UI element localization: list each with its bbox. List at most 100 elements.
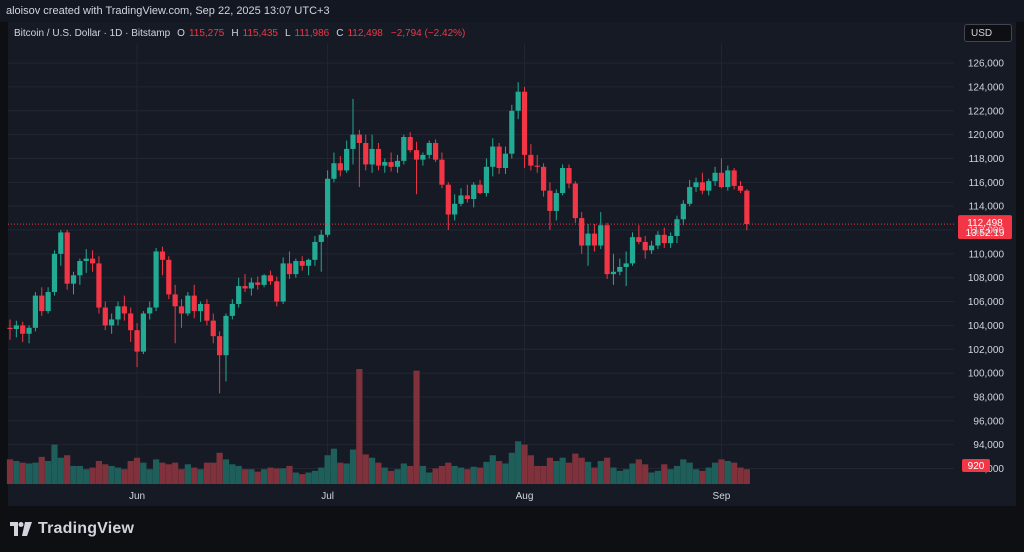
candle-body [490, 146, 496, 167]
candle-body [725, 170, 731, 188]
candle-body [680, 203, 686, 220]
volume-bar [692, 469, 700, 484]
close-label: C [336, 28, 344, 39]
volume-bar [578, 457, 585, 484]
volume-bar [89, 467, 96, 484]
volume-bar [197, 469, 204, 484]
candle-body [585, 233, 591, 246]
candle-body [13, 325, 19, 329]
candle-body [128, 313, 134, 331]
price-candles [7, 82, 750, 394]
volume-bar [368, 457, 376, 484]
x-tick-label: Jul [321, 491, 334, 502]
volume-bar [521, 444, 528, 484]
volume-bar [464, 469, 471, 484]
volume-bar [591, 467, 598, 484]
y-tick-label: 114,000 [969, 202, 1005, 213]
candle-body [350, 134, 356, 149]
volume-bar [527, 455, 534, 484]
candle-body [325, 178, 331, 235]
volume-bar [25, 463, 33, 484]
volume-bar [216, 452, 223, 484]
volume-bar [241, 469, 249, 484]
y-tick-label: 106,000 [968, 297, 1005, 308]
y-tick-label: 108,000 [968, 273, 1005, 284]
volume-bar [432, 468, 439, 484]
x-tick-label: Aug [516, 491, 534, 502]
chart-area[interactable] [8, 22, 1016, 507]
candle-body [629, 237, 636, 264]
volume-bar [711, 462, 719, 484]
volume-bar [152, 459, 160, 484]
volume-bar [705, 467, 712, 484]
candle-body [413, 150, 420, 160]
candle-body [39, 295, 45, 312]
candle-body [471, 184, 477, 200]
volume-bar [102, 464, 109, 484]
candle-body [217, 336, 223, 356]
volume-bar [635, 459, 642, 484]
volume-bar [724, 461, 731, 484]
candle-body [58, 232, 64, 254]
volume-bar [451, 465, 458, 484]
volume-bar [337, 462, 344, 484]
volume-bar [51, 444, 58, 484]
volume-bar [159, 462, 166, 484]
volume-bar [318, 467, 325, 484]
candle-body [445, 184, 451, 215]
candle-body [553, 193, 559, 211]
candle-body [375, 148, 382, 166]
volume-bar [426, 472, 433, 484]
volume-bar [108, 465, 115, 484]
candle-body [598, 225, 604, 246]
volume-bar [508, 452, 515, 484]
tradingview-logo[interactable]: TradingView [10, 520, 134, 538]
y-tick-label: 104,000 [968, 321, 1005, 332]
candle-body [382, 162, 388, 166]
candle-body [299, 261, 305, 266]
volume-bar [362, 454, 369, 484]
y-tick-label: 112,000 [969, 226, 1005, 237]
volume-bar [273, 468, 280, 484]
volume-bar [19, 462, 26, 484]
volume-bar [597, 461, 604, 484]
candle-body [528, 154, 534, 166]
candle-body [407, 137, 413, 151]
volume-bar [210, 462, 217, 484]
volume-bar [343, 463, 350, 484]
candle-body [286, 263, 293, 275]
candle-body [7, 327, 13, 329]
candle-body [178, 306, 185, 314]
candle-body [96, 263, 102, 308]
volume-bar [731, 462, 738, 484]
candle-body [115, 306, 121, 320]
candle-body [261, 275, 267, 285]
volume-bar [616, 470, 623, 484]
candle-body [197, 303, 204, 312]
volume-bar [121, 469, 128, 484]
y-tick-label: 120,000 [968, 130, 1005, 141]
candle-body [432, 142, 439, 160]
time-axis: Jun Jul Aug Sep [129, 491, 731, 502]
candle-body [331, 163, 337, 179]
currency-button[interactable]: USD [964, 24, 1012, 42]
candle-body [483, 166, 490, 194]
top-bar: aloisov created with TradingView.com, Se… [0, 0, 1024, 22]
volume-bar [191, 467, 198, 484]
volume-bar [686, 462, 693, 484]
volume-bar [311, 470, 319, 484]
y-tick-label: 96,000 [973, 416, 1004, 427]
volume-bar [470, 466, 477, 484]
candle-body [617, 266, 623, 272]
volume-bar [375, 462, 382, 484]
candle-body [20, 325, 26, 334]
low-label: L [284, 28, 291, 39]
volume-bar [407, 465, 414, 484]
volume-bar [299, 474, 306, 484]
candle-body [204, 303, 210, 321]
candle-body [45, 292, 51, 312]
volume-bar [445, 462, 452, 484]
volume-bar [381, 467, 388, 484]
candle-body [579, 218, 585, 246]
